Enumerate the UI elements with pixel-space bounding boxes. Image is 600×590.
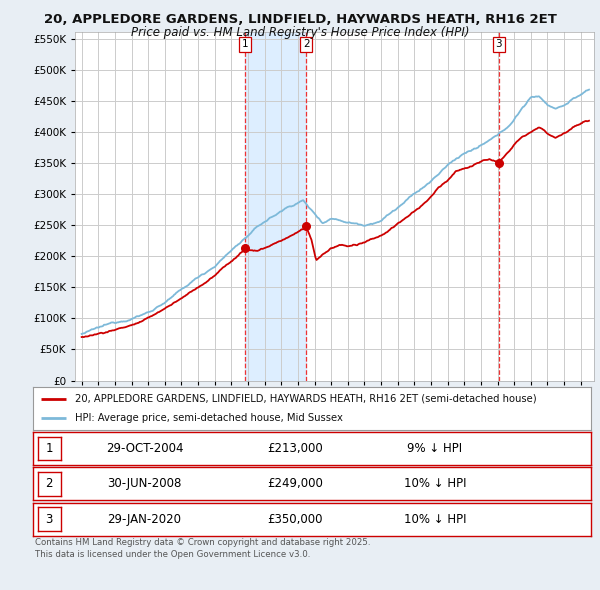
Text: 29-OCT-2004: 29-OCT-2004	[106, 442, 184, 455]
Text: HPI: Average price, semi-detached house, Mid Sussex: HPI: Average price, semi-detached house,…	[75, 413, 343, 423]
Text: 3: 3	[496, 40, 502, 50]
Text: 2: 2	[46, 477, 53, 490]
Text: £213,000: £213,000	[268, 442, 323, 455]
Text: 10% ↓ HPI: 10% ↓ HPI	[404, 477, 466, 490]
Text: 2: 2	[303, 40, 310, 50]
Text: 10% ↓ HPI: 10% ↓ HPI	[404, 513, 466, 526]
Text: £350,000: £350,000	[268, 513, 323, 526]
Text: 1: 1	[242, 40, 248, 50]
Bar	[245, 32, 306, 381]
Text: 9% ↓ HPI: 9% ↓ HPI	[407, 442, 463, 455]
Text: 29-JAN-2020: 29-JAN-2020	[107, 513, 182, 526]
Text: 20, APPLEDORE GARDENS, LINDFIELD, HAYWARDS HEATH, RH16 2ET: 20, APPLEDORE GARDENS, LINDFIELD, HAYWAR…	[44, 13, 556, 26]
Text: 20, APPLEDORE GARDENS, LINDFIELD, HAYWARDS HEATH, RH16 2ET (semi-detached house): 20, APPLEDORE GARDENS, LINDFIELD, HAYWAR…	[75, 394, 536, 404]
Text: 30-JUN-2008: 30-JUN-2008	[107, 477, 182, 490]
Text: 3: 3	[46, 513, 53, 526]
Text: £249,000: £249,000	[268, 477, 323, 490]
Text: Price paid vs. HM Land Registry's House Price Index (HPI): Price paid vs. HM Land Registry's House …	[131, 26, 469, 39]
Text: 1: 1	[46, 442, 53, 455]
Text: Contains HM Land Registry data © Crown copyright and database right 2025.
This d: Contains HM Land Registry data © Crown c…	[35, 538, 370, 559]
